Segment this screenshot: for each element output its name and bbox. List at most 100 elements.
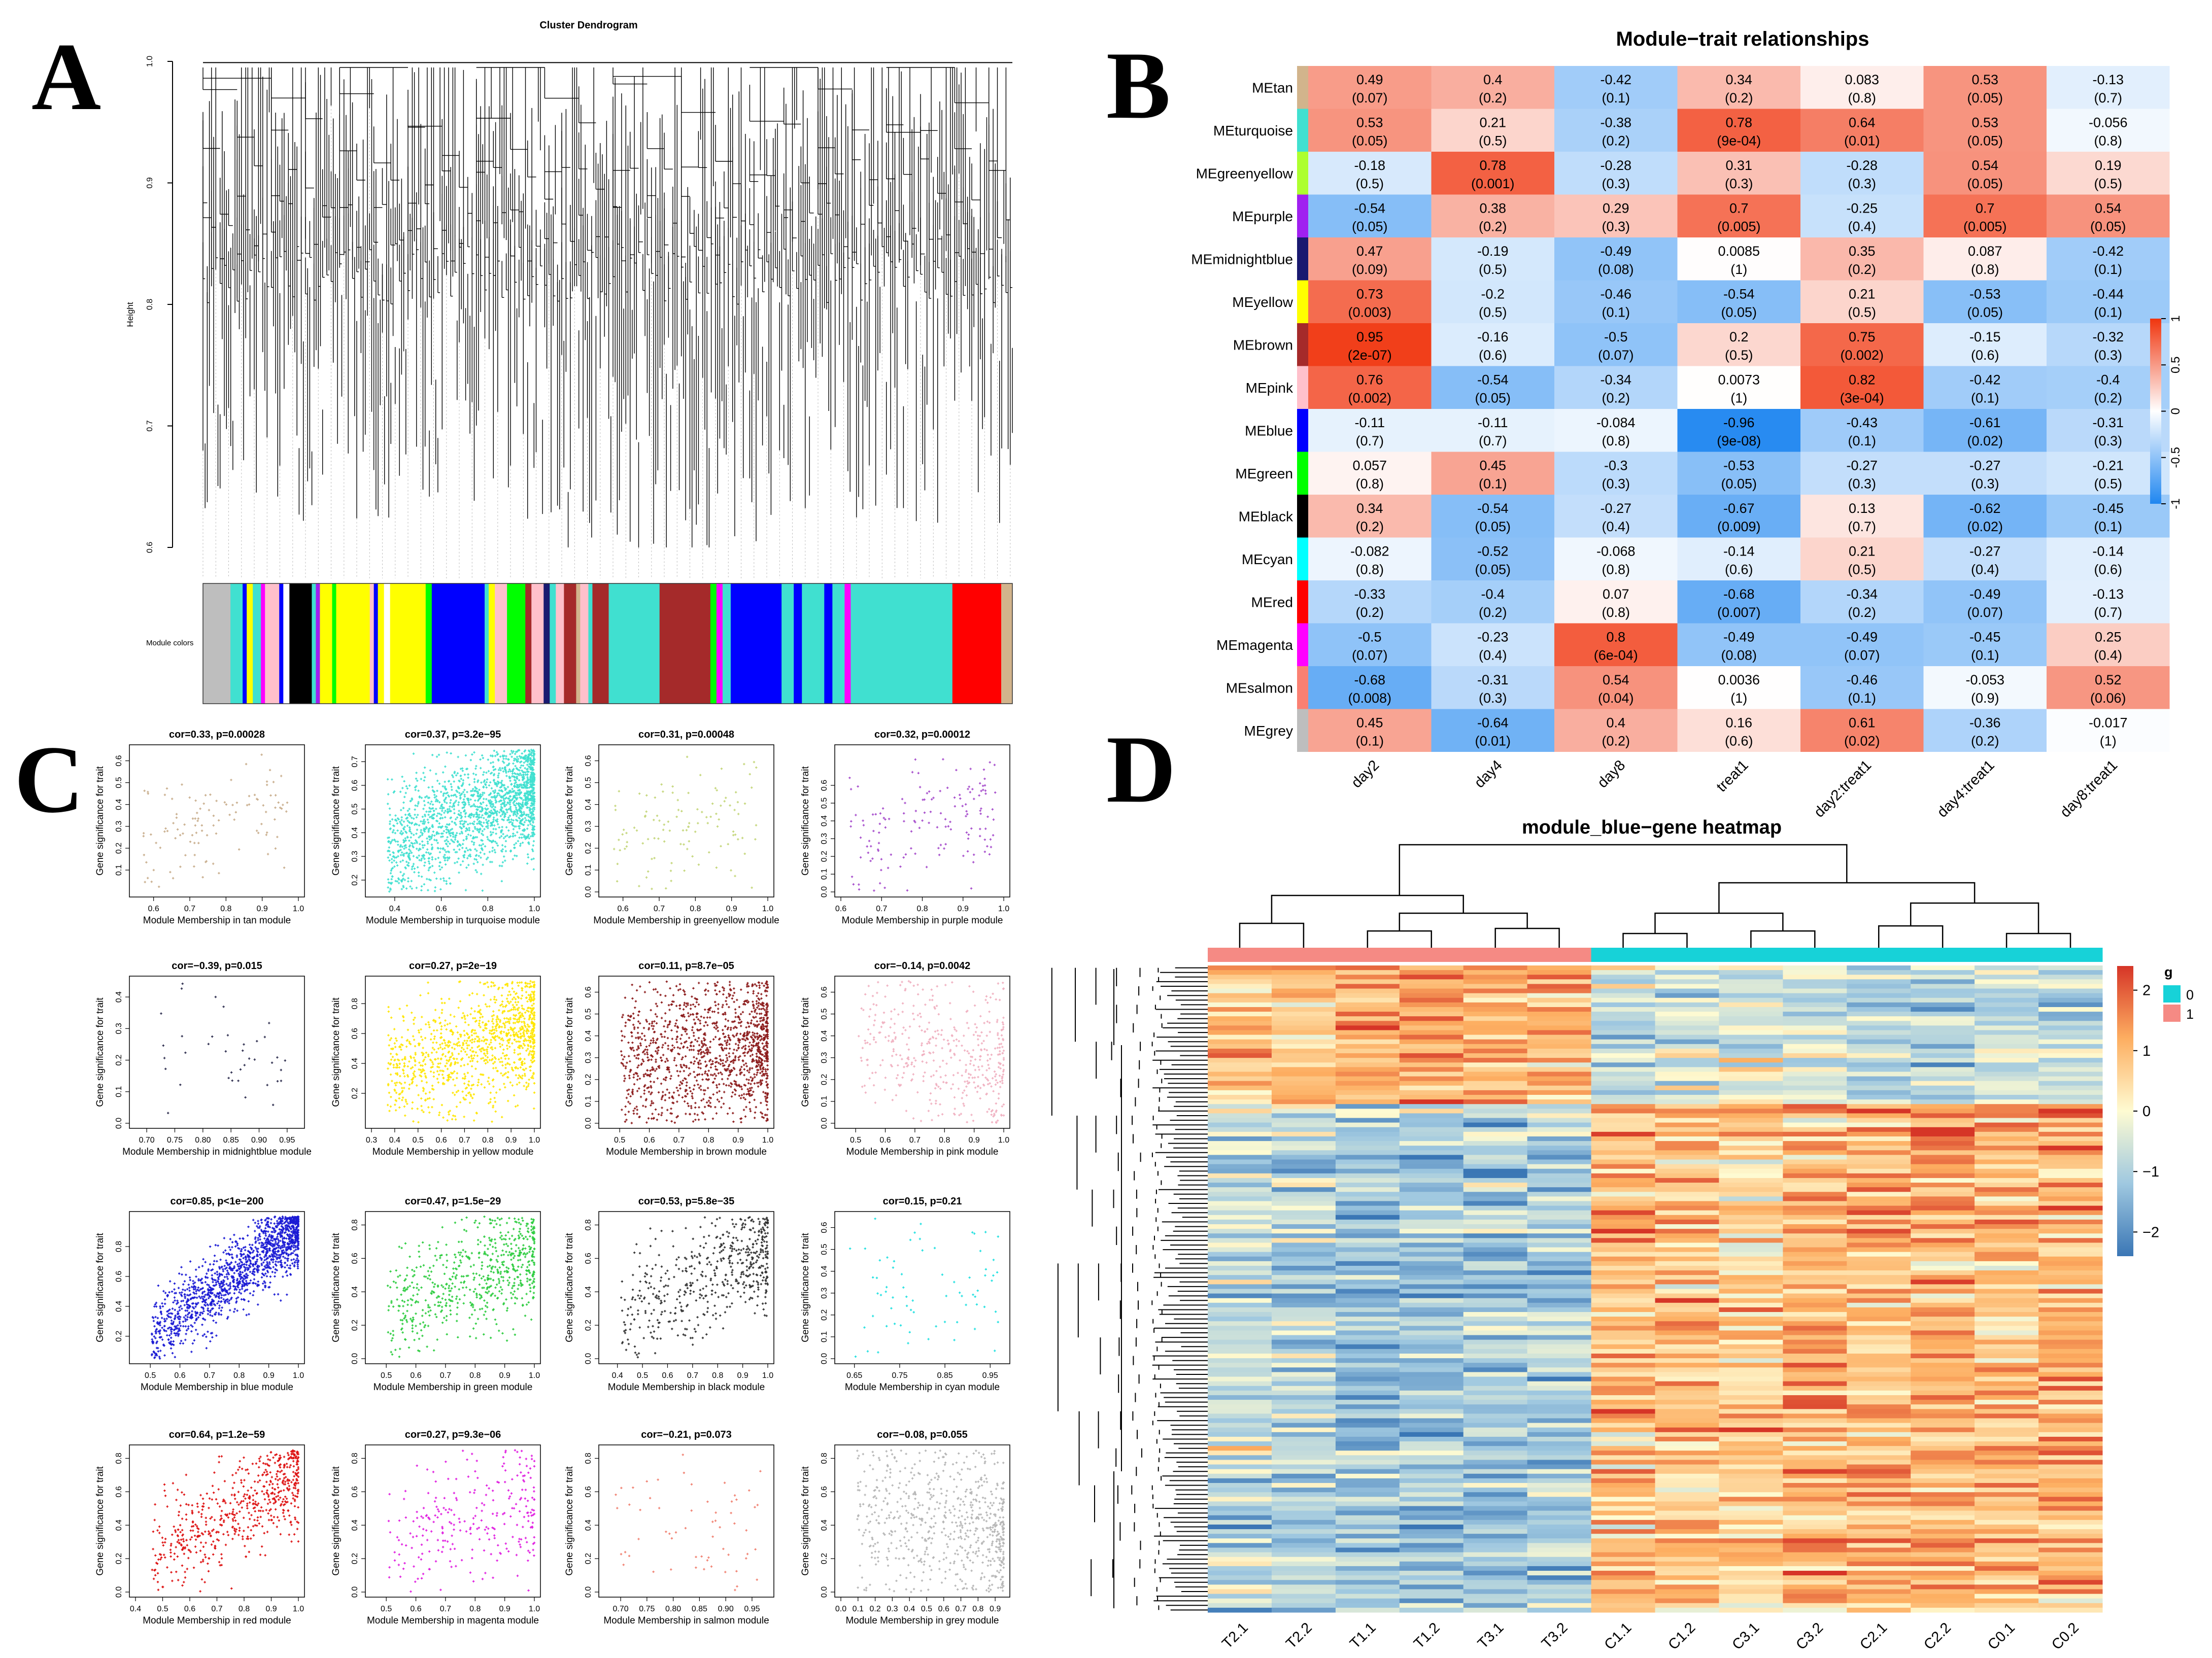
gene-heatmap-cell: [1655, 1275, 1719, 1280]
gene-heatmap-cell: [1591, 1432, 1655, 1437]
scatter-ytick-label: 0.0: [584, 1586, 593, 1598]
gene-heatmap-cell: [2038, 1201, 2103, 1206]
gene-heatmap-cell: [1208, 1196, 1272, 1201]
heatmap-cell-value: 0.73: [1356, 287, 1383, 302]
gene-heatmap-cell: [1591, 1390, 1655, 1396]
heatmap-cell-pvalue: (0.009): [1717, 519, 1761, 534]
gene-heatmap-cell: [1463, 1432, 1528, 1437]
gene-heatmap-cell: [1591, 1478, 1655, 1483]
gene-heatmap-cell: [1208, 1404, 1272, 1409]
gene-heatmap-cell: [1591, 1062, 1655, 1067]
gene-heatmap-cell: [1335, 1326, 1400, 1331]
gene-heatmap-cell: [1847, 1265, 1911, 1271]
scatter-xtick-label: 0.2: [869, 1605, 880, 1613]
gene-heatmap-cell: [1783, 1584, 1847, 1590]
dendrogram-ytick-label: 0.7: [146, 420, 154, 431]
gene-heatmap-cell: [1399, 1423, 1464, 1428]
gene-heatmap-cell: [2038, 1450, 2103, 1456]
heatmap-cell-value: -0.49: [1846, 630, 1878, 645]
gene-heatmap-cell: [1911, 1062, 1975, 1067]
heatmap-cell: [1308, 66, 1432, 109]
gene-heatmap-cell: [1655, 1090, 1719, 1095]
gene-heatmap-cell: [1783, 1441, 1847, 1446]
scatter-xlabel: Module Membership in brown module: [606, 1147, 767, 1157]
group-annotation-cell: [1655, 948, 1719, 962]
gene-heatmap-cell: [1527, 1048, 1591, 1054]
gene-heatmap-cell: [1591, 1575, 1655, 1580]
gene-heatmap-cell: [1719, 1335, 1783, 1340]
gene-heatmap-cell: [1591, 1067, 1655, 1072]
gene-heatmap-cell: [1463, 1473, 1528, 1479]
gene-heatmap-cell: [1719, 1205, 1783, 1211]
heatmap-cell: [1677, 366, 1800, 409]
gene-heatmap-cell: [1591, 1515, 1655, 1521]
gene-heatmap-cell: [1783, 965, 1847, 971]
heatmap-cell: [1677, 323, 1800, 366]
gene-heatmap-cell: [1527, 997, 1591, 1003]
heatmap-cell-value: 0.35: [1849, 244, 1876, 259]
gene-heatmap-cell: [1208, 1580, 1272, 1585]
gene-heatmap-cell: [1719, 1021, 1783, 1026]
gene-heatmap-cell: [1655, 1021, 1719, 1026]
gene-heatmap-cell: [1335, 1238, 1400, 1243]
gene-heatmap-cell: [1911, 1085, 1975, 1091]
gene-heatmap-cell: [1335, 1584, 1400, 1590]
gene-heatmap-cell: [1335, 1039, 1400, 1045]
gene-heatmap-cell: [1783, 1053, 1847, 1058]
gene-heatmap-cell: [2038, 1432, 2103, 1437]
module-color-segment: [794, 583, 802, 704]
gene-heatmap-cell: [1655, 1233, 1719, 1238]
gene-heatmap-cell: [1271, 1363, 1336, 1368]
gene-heatmap-cell: [1783, 1450, 1847, 1456]
module-color-segment: [373, 583, 379, 704]
gene-heatmap-cell: [1783, 1354, 1847, 1359]
scatter-xtick-label: 0.7: [204, 1371, 215, 1380]
gene-heatmap-cell: [2038, 1538, 2103, 1543]
heatmap-cell: [1308, 666, 1432, 709]
gene-heatmap-cell: [1591, 1205, 1655, 1211]
gene-heatmap-cell: [1591, 1506, 1655, 1511]
gene-heatmap-cell: [1591, 993, 1655, 998]
heatmap-cell-value: 0.34: [1725, 72, 1752, 87]
heatmap-cell-value: 0.53: [1971, 72, 1998, 87]
gene-heatmap-cell: [1783, 1400, 1847, 1405]
gene-heatmap-cell: [1463, 1187, 1528, 1192]
gene-heatmap-cell: [1335, 1488, 1400, 1493]
scatter-xtick-label: 0.6: [184, 1605, 195, 1613]
gene-heatmap-cell: [1719, 1030, 1783, 1035]
gene-heatmap-cell: [1783, 1085, 1847, 1091]
gene-heatmap-cell: [1335, 1386, 1400, 1391]
gene-heatmap-cell: [1591, 1561, 1655, 1567]
gene-heatmap-cell: [1655, 1192, 1719, 1197]
gene-heatmap-cell: [1975, 1201, 2039, 1206]
gene-heatmap-cell: [1527, 1450, 1591, 1456]
heatmap-cell: [1677, 452, 1800, 495]
heatmap-cell-pvalue: (0.8): [1602, 433, 1630, 448]
scatter-xtick-label: 0.80: [195, 1136, 211, 1145]
gene-heatmap-cell: [1399, 1441, 1464, 1446]
gene-heatmap-cell: [1655, 1053, 1719, 1058]
dendrogram-ylabel: Height: [125, 302, 135, 327]
gene-heatmap-cell: [1335, 1436, 1400, 1442]
heatmap-cell-pvalue-number: 0.4: [2098, 648, 2118, 663]
gene-heatmap-cell: [1591, 1413, 1655, 1419]
gene-heatmap-cell: [1783, 1589, 1847, 1595]
gene-heatmap-cell: [1527, 1016, 1591, 1021]
scatter-ytick-label: 0.2: [820, 851, 829, 862]
gene-heatmap-cell: [1208, 975, 1272, 980]
gene-heatmap-cell: [1208, 1131, 1272, 1137]
scatter-xtick-label: 0.75: [639, 1605, 655, 1613]
gene-heatmap-cell: [1335, 1529, 1400, 1534]
gene-heatmap-cell: [1591, 1469, 1655, 1474]
scatter-points-black: [620, 1216, 769, 1359]
gene-heatmap-cell: [1591, 1146, 1655, 1151]
gene-heatmap-cell: [1591, 1344, 1655, 1350]
gene-heatmap-cell: [1527, 1067, 1591, 1072]
gene-heatmap-cell: [1527, 1150, 1591, 1155]
gene-heatmap-cell: [1655, 1492, 1719, 1497]
gene-heatmap-cell: [1655, 1404, 1719, 1409]
gene-heatmap-cell: [2038, 1330, 2103, 1336]
heatmap-cell-pvalue: (0.5): [1479, 305, 1507, 320]
scatter-frame: [365, 744, 541, 897]
scatter-ylabel: Gene significance for trait: [564, 766, 575, 876]
